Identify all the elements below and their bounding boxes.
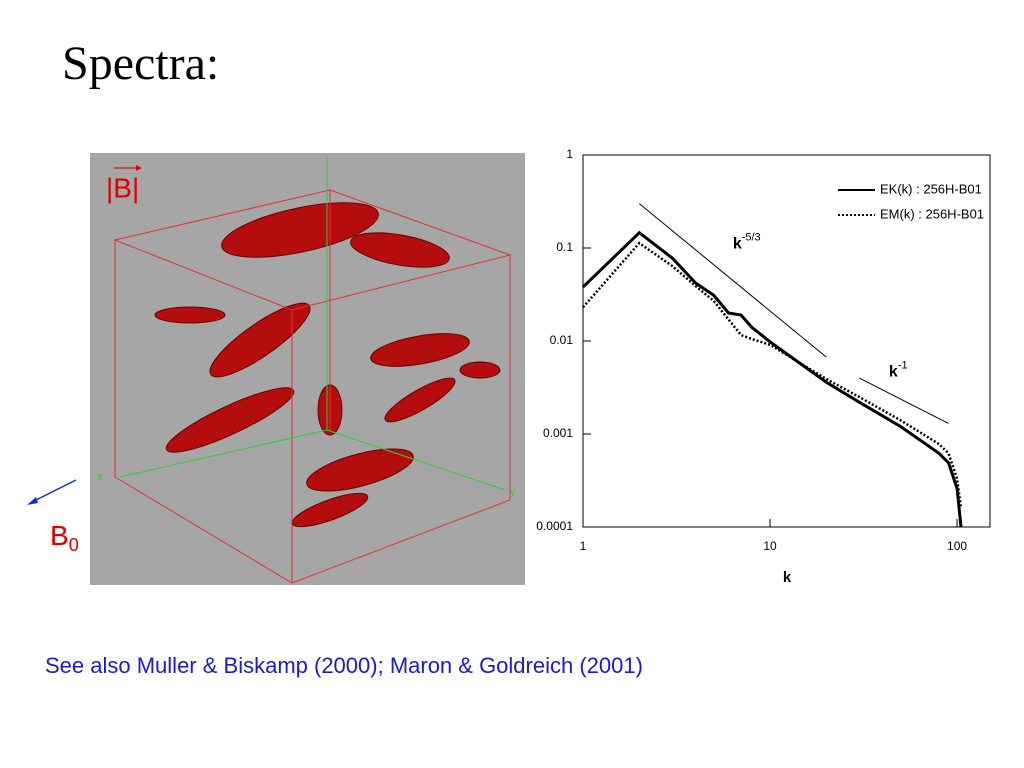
b0-arrowhead	[27, 497, 38, 505]
chart-background	[527, 153, 990, 587]
slope-base: k	[733, 236, 742, 253]
legend-label: EK(k) : 256H-B01	[880, 181, 982, 196]
x-tick-label: 100	[947, 539, 967, 553]
slope-exponent: -1	[898, 360, 908, 372]
axis-letter: x	[97, 471, 103, 483]
y-tick-label: 1	[566, 147, 573, 161]
slope-label: k-5/3	[733, 231, 761, 252]
caption: See also Muller & Biskamp (2000); Maron …	[45, 653, 643, 678]
x-tick-label: 10	[763, 539, 777, 553]
x-tick-label: 1	[580, 539, 587, 553]
x-axis-label: k	[783, 569, 792, 586]
reference-slope	[638, 203, 827, 358]
series-line	[582, 241, 963, 509]
b0-label: B0	[50, 520, 79, 554]
y-tick-label: 0.01	[550, 333, 574, 347]
slope-base: k	[889, 364, 898, 381]
b0-sub: 0	[69, 535, 79, 555]
axis-letter: y	[510, 486, 516, 498]
render-image	[90, 153, 525, 585]
slope-label: k-1	[889, 360, 908, 381]
y-tick-label: 0.0001	[536, 519, 573, 533]
legend-label: EM(k) : 256H-B01	[880, 206, 984, 221]
series-line	[581, 230, 963, 528]
b0-arrow	[31, 479, 77, 503]
field-label: |B|	[106, 172, 139, 203]
slide-title: Spectra:	[62, 37, 219, 90]
y-tick-label: 0.001	[543, 426, 573, 440]
y-tick-label: 0.1	[556, 240, 573, 254]
slope-exponent: -5/3	[742, 231, 761, 243]
b0-base: B	[50, 520, 69, 551]
reference-slope	[859, 377, 949, 424]
